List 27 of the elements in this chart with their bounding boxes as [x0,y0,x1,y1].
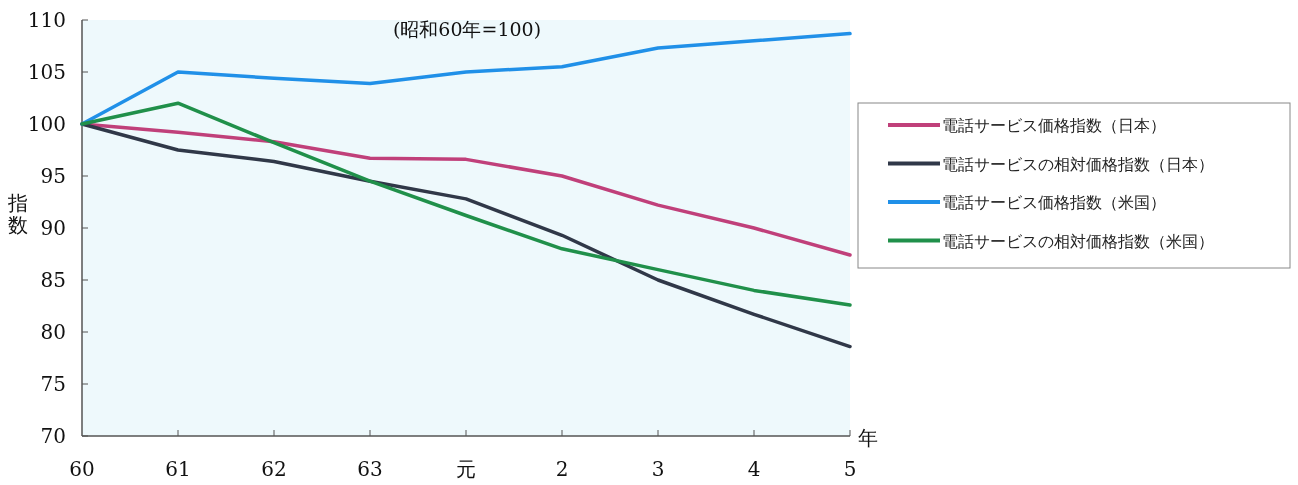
y-tick-label: 95 [40,164,66,188]
x-tick-label: 元 [456,457,476,481]
legend-label: 電話サービス価格指数（日本） [942,116,1166,135]
y-tick-label: 75 [40,372,66,396]
y-tick-label: 90 [40,216,66,240]
x-axis-title: 年 [858,426,878,450]
chart-title: (昭和60年=100) [392,18,542,40]
x-tick-label: 61 [165,457,191,481]
legend-label: 電話サービス価格指数（米国） [942,193,1166,212]
x-tick-label: 60 [69,457,95,481]
y-tick-label: 70 [40,424,66,448]
y-tick-label: 105 [27,60,66,84]
x-tick-label: 63 [357,457,383,481]
x-tick-label: 5 [843,457,857,481]
y-tick-label: 85 [40,268,66,292]
x-tick-label: 3 [651,457,665,481]
legend-label: 電話サービスの相対価格指数（日本） [942,154,1214,174]
x-tick-label: 2 [555,457,569,481]
y-tick-label: 110 [27,8,66,32]
x-tick-label: 62 [261,457,287,481]
x-tick-label: 4 [747,457,761,481]
line-series [80,101,852,307]
y-axis-title: 指数 [7,191,28,237]
legend-label: 電話サービスの相対価格指数（米国） [942,231,1214,251]
y-tick-label: 100 [27,112,66,136]
line-series [80,122,852,349]
y-tick-label: 80 [40,320,66,344]
